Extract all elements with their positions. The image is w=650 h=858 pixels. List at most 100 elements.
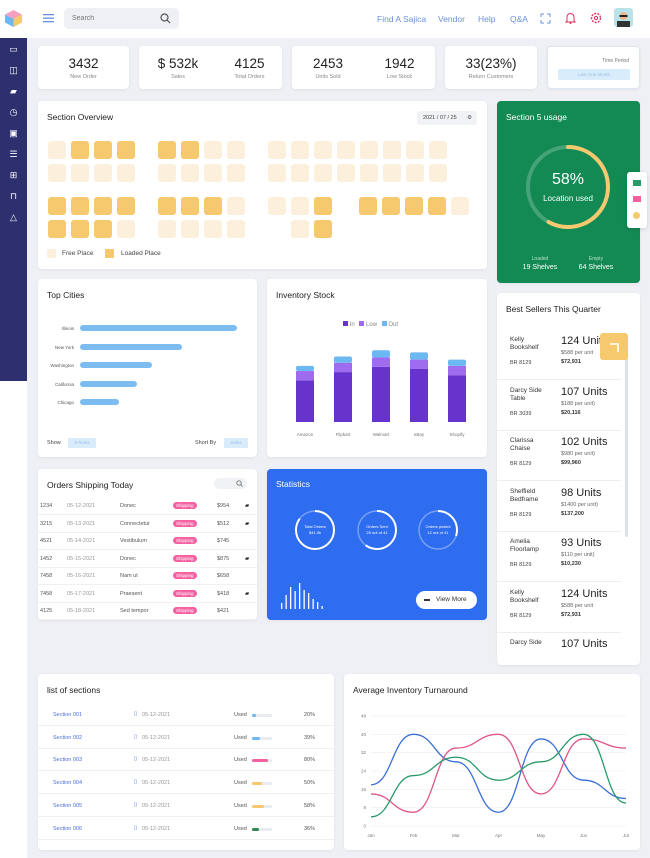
- grid-icon[interactable]: ⊞: [9, 170, 18, 180]
- seat-loaded[interactable]: [158, 141, 176, 159]
- inventory-bar-low[interactable]: [372, 357, 390, 367]
- nav-find-a-sajica[interactable]: Find A Sajica: [377, 14, 427, 24]
- coin-icon[interactable]: [633, 212, 640, 219]
- table-row[interactable]: Section 001 ▯ 05-12-2021 Used 20%: [38, 704, 334, 726]
- flag-icon[interactable]: [633, 180, 641, 186]
- seat-free[interactable]: [337, 164, 355, 182]
- seat-free[interactable]: [117, 164, 135, 182]
- seat-free[interactable]: [429, 164, 447, 182]
- clock-icon[interactable]: ◷: [9, 107, 18, 117]
- seat-free[interactable]: [268, 141, 286, 159]
- table-row[interactable]: 1452 05-15-2021 Donec Shipping $875 ▰: [38, 551, 257, 568]
- scrollbar[interactable]: [625, 337, 628, 537]
- seat-free[interactable]: [48, 164, 66, 182]
- bell-icon[interactable]: [565, 12, 576, 24]
- seat-free[interactable]: [227, 220, 245, 238]
- seat-loaded[interactable]: [71, 220, 89, 238]
- seat-free[interactable]: [204, 164, 222, 182]
- monitor-icon[interactable]: ▭: [9, 44, 18, 54]
- time-period-button[interactable]: Last One Month: [558, 69, 630, 80]
- seat-free[interactable]: [48, 141, 66, 159]
- inventory-bar-out[interactable]: [296, 365, 314, 372]
- seller-item[interactable]: Darcy Side 107 Units: [497, 632, 621, 665]
- seat-free[interactable]: [383, 164, 401, 182]
- seat-free[interactable]: [204, 220, 222, 238]
- table-row[interactable]: 4521 05-14-2021 Vestibulum Shipping $745: [38, 533, 257, 550]
- table-row[interactable]: Section 005 ▯ 05-12-2021 Used 58%: [38, 795, 334, 817]
- seat-free[interactable]: [291, 197, 309, 215]
- gear-icon[interactable]: [590, 12, 602, 24]
- table-row[interactable]: 7458 05-16-2021 Nam ut Shipping $658: [38, 568, 257, 585]
- seat-loaded[interactable]: [181, 141, 199, 159]
- table-row[interactable]: Section 003 ▯ 05-12-2021 Used 80%: [38, 749, 334, 772]
- seat-loaded[interactable]: [94, 220, 112, 238]
- seat-loaded[interactable]: [71, 197, 89, 215]
- seat-loaded[interactable]: [314, 197, 332, 215]
- turnaround-series-line[interactable]: [370, 733, 627, 813]
- stat-ring[interactable]: Orders picked 12 out of 41: [417, 509, 459, 551]
- seller-item[interactable]: Amelia Floorlamp BR 8129 93 Units $110 per …: [497, 531, 621, 582]
- avatar[interactable]: [614, 8, 633, 27]
- seat-free[interactable]: [71, 164, 89, 182]
- seat-loaded[interactable]: [314, 220, 332, 238]
- seat-loaded[interactable]: [405, 197, 423, 215]
- fullscreen-icon[interactable]: [540, 13, 551, 24]
- stat-ring[interactable]: Total Orders $41.0k: [294, 509, 336, 551]
- nav-qa[interactable]: Q&A: [510, 14, 528, 24]
- nav-vendor[interactable]: Vendor: [438, 14, 465, 24]
- seller-item[interactable]: Kelly Bookshelf BR 8129 124 Units $588 per …: [497, 329, 621, 380]
- show-select[interactable]: 5 Rows: [68, 438, 96, 448]
- seat-loaded[interactable]: [204, 197, 222, 215]
- inventory-bar-out[interactable]: [448, 359, 466, 366]
- table-row[interactable]: 3215 05-13-2021 Connectetur Shipping $512 ▰: [38, 516, 257, 533]
- warning-icon[interactable]: △: [10, 212, 17, 222]
- section-link[interactable]: Section 006: [53, 825, 83, 832]
- inventory-bar-out[interactable]: [410, 352, 428, 360]
- seat-free[interactable]: [406, 164, 424, 182]
- seat-loaded[interactable]: [158, 197, 176, 215]
- seat-loaded[interactable]: [382, 197, 400, 215]
- inventory-bar-in[interactable]: [448, 375, 466, 422]
- seat-free[interactable]: [227, 197, 245, 215]
- seat-free[interactable]: [451, 197, 469, 215]
- seat-free[interactable]: [268, 197, 286, 215]
- table-row[interactable]: 7458 05-17-2021 Praesent Shipping $418 ▰: [38, 586, 257, 603]
- seat-loaded[interactable]: [48, 220, 66, 238]
- seat-free[interactable]: [360, 164, 378, 182]
- seat-free[interactable]: [204, 141, 222, 159]
- city-bar[interactable]: [80, 325, 237, 331]
- seat-free[interactable]: [429, 141, 447, 159]
- inventory-bar-out[interactable]: [334, 356, 352, 363]
- city-bar[interactable]: [80, 399, 120, 405]
- expand-button[interactable]: [600, 333, 628, 360]
- inventory-bar-in[interactable]: [334, 372, 352, 422]
- table-row[interactable]: Section 004 ▯ 05-12-2021 Used 50%: [38, 772, 334, 795]
- table-row[interactable]: Section 002 ▯ 05-12-2021 Used 39%: [38, 727, 334, 749]
- table-row[interactable]: Section 006 ▯ 05-12-2021 Used 36%: [38, 818, 334, 840]
- seat-loaded[interactable]: [359, 197, 377, 215]
- seat-free[interactable]: [406, 141, 424, 159]
- orders-search[interactable]: [214, 478, 247, 489]
- section-link[interactable]: Section 005: [53, 802, 83, 809]
- nav-help[interactable]: Help: [478, 14, 496, 24]
- menu-icon[interactable]: [43, 13, 54, 23]
- seat-free[interactable]: [360, 141, 378, 159]
- table-row[interactable]: 1234 05-12-2021 Donec Shipping $954 ▰: [38, 498, 257, 515]
- section-link[interactable]: Section 001: [53, 712, 83, 718]
- seat-free[interactable]: [158, 220, 176, 238]
- city-bar[interactable]: [80, 380, 137, 387]
- inventory-bar-low[interactable]: [334, 362, 352, 373]
- seat-loaded[interactable]: [94, 197, 112, 215]
- inventory-bar-in[interactable]: [296, 380, 314, 422]
- image-icon[interactable]: [633, 196, 641, 202]
- seller-item[interactable]: Kelly Bookshelf BR 8129 124 Units $588 per …: [497, 582, 621, 633]
- seat-free[interactable]: [94, 164, 112, 182]
- seat-loaded[interactable]: [428, 197, 446, 215]
- search-icon[interactable]: [160, 13, 171, 24]
- sort-select[interactable]: Sales: [224, 438, 248, 448]
- seat-free[interactable]: [314, 141, 332, 159]
- stat-ring[interactable]: Orders Sent 25 out of 41: [356, 509, 398, 551]
- inventory-bar-in[interactable]: [372, 366, 390, 422]
- seat-loaded[interactable]: [181, 197, 199, 215]
- lock-icon[interactable]: ⊓: [9, 191, 18, 201]
